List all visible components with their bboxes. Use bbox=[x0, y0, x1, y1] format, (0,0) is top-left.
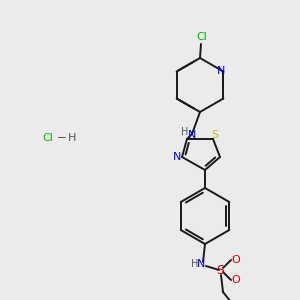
Text: O: O bbox=[232, 255, 240, 265]
Text: S: S bbox=[216, 263, 224, 277]
Text: S: S bbox=[212, 130, 219, 140]
Text: N: N bbox=[217, 67, 226, 76]
Text: N: N bbox=[173, 152, 181, 162]
Text: Cl: Cl bbox=[196, 32, 207, 42]
Text: O: O bbox=[232, 275, 240, 285]
Text: N: N bbox=[197, 259, 205, 269]
Text: −: − bbox=[57, 131, 67, 145]
Text: Cl: Cl bbox=[43, 133, 53, 143]
Text: H: H bbox=[181, 127, 189, 137]
Text: N: N bbox=[188, 130, 196, 140]
Text: H: H bbox=[191, 259, 199, 269]
Text: H: H bbox=[68, 133, 76, 143]
